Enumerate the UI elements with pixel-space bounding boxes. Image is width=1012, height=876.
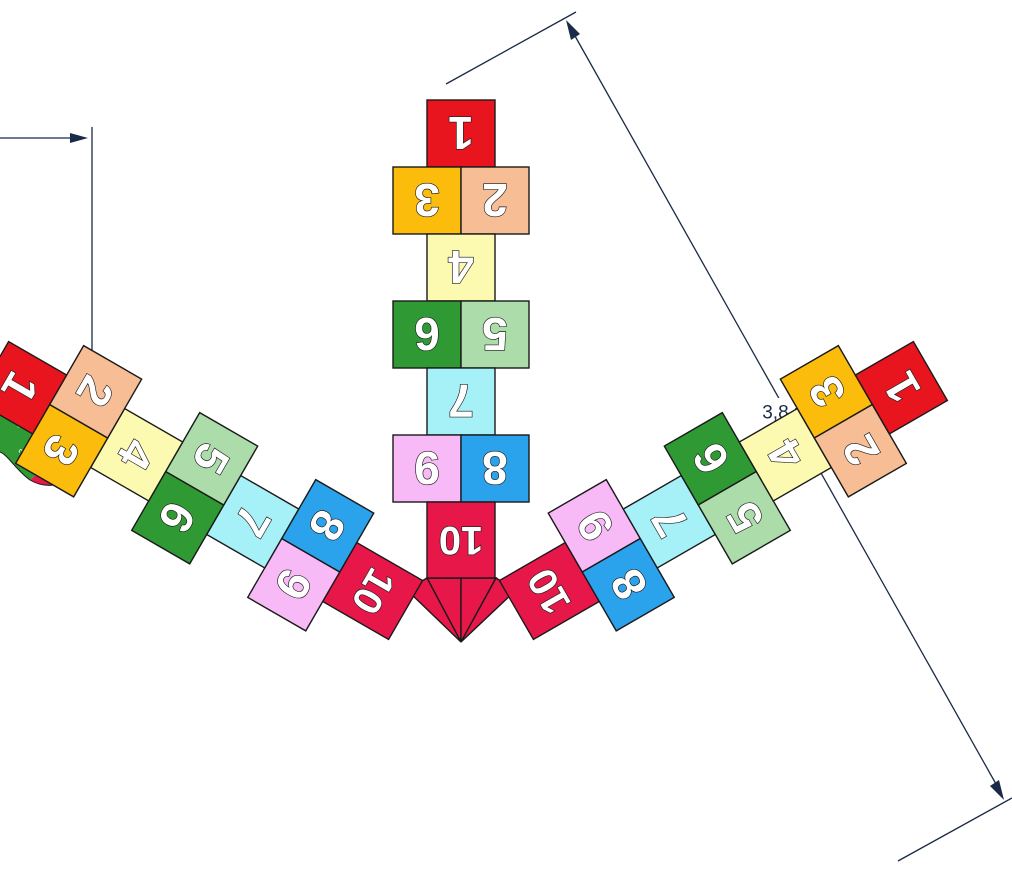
arm-right: 10 9 8 7 6 5 4 3 2 1 [0, 340, 424, 641]
cell-1-right [0, 340, 68, 435]
cell-10-top [426, 501, 496, 579]
cell-9-top [392, 434, 462, 503]
cell-5-top-number: 5 [482, 308, 508, 360]
cell-2-top-number: 2 [482, 174, 508, 226]
cell-8-top-number: 8 [482, 442, 508, 494]
dimension-arrowhead-bottom [990, 780, 1004, 800]
dimension-extension-bottom [897, 797, 1012, 862]
cell-5-top [460, 300, 530, 369]
cell-2-top [460, 166, 530, 235]
cell-7-top-number: 7 [448, 375, 474, 427]
arm-left: 10 9 8 7 6 5 4 3 2 1 [498, 340, 949, 641]
cell-9-top-number: 9 [414, 442, 440, 494]
cell-3-top [392, 166, 462, 235]
cell-1-left [854, 340, 949, 435]
dimension-extension-top [445, 11, 577, 85]
cell-4-top [426, 233, 496, 302]
cell-10-top-number: 10 [439, 518, 484, 562]
dimension-arrowhead-top [566, 20, 580, 40]
cell-8-top [460, 434, 530, 503]
cell-7-top [426, 367, 496, 436]
cell-1-top [426, 99, 496, 168]
left-dimension-arrowhead [70, 133, 88, 143]
cell-4-top-number: 4 [448, 241, 474, 293]
center-junction [405, 577, 518, 643]
arm-top: 1 3 2 4 6 5 7 9 8 10 [392, 99, 530, 579]
cell-6-right-number: 6 [148, 493, 206, 541]
cell-6-top-number: 6 [414, 308, 440, 360]
cell-1-top-number: 1 [448, 107, 474, 159]
cell-3-top-number: 3 [414, 174, 440, 226]
